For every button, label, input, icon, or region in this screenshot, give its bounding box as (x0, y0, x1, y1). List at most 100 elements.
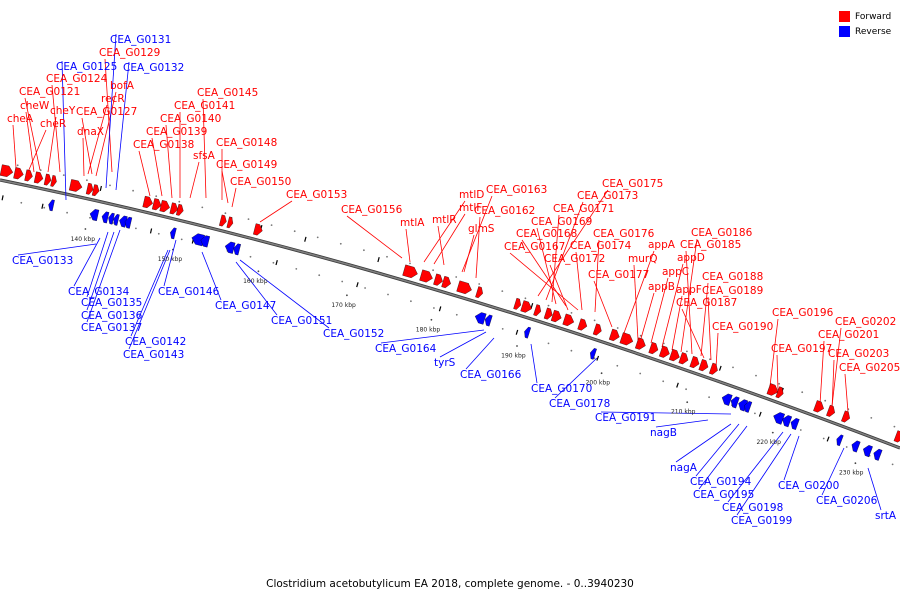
forward-gene (619, 332, 634, 346)
dot (455, 276, 458, 278)
dot (639, 334, 642, 337)
forward-gene-label: CEA_G0124 (46, 73, 108, 85)
leader-line (73, 237, 101, 287)
kbp-tick-label: 220 kbp (756, 439, 781, 446)
forward-gene (577, 318, 588, 331)
forward-gene (813, 400, 824, 413)
leader-line (715, 332, 719, 369)
kbp-tick-label: 180 kbp (416, 326, 441, 333)
dot (686, 401, 689, 404)
strand-tick (515, 329, 519, 335)
forward-gene-label: CEA_G0197 (771, 343, 832, 355)
dot (270, 224, 273, 227)
reverse-gene (113, 214, 120, 226)
leader-line (681, 308, 705, 359)
reverse-gene-label: srtA (875, 510, 897, 522)
leader-line (239, 259, 330, 329)
forward-gene (668, 348, 680, 362)
legend-forward-label: Forward (855, 11, 892, 22)
reverse-gene (233, 243, 241, 256)
forward-gene-label: CEA_G0173 (577, 190, 638, 202)
reverse-gene-label: CEA_G0143 (123, 349, 184, 361)
forward-gene-label: appC (662, 266, 689, 278)
forward-gene-label: CEA_G0167 (504, 241, 565, 253)
leader-line (163, 239, 177, 287)
strand-tick (149, 228, 153, 234)
leader-line (104, 58, 113, 173)
leader-line (27, 129, 47, 173)
leader-line (536, 227, 557, 305)
dot (433, 307, 435, 309)
dot (109, 184, 111, 187)
kbp-tick-label: 160 kbp (243, 278, 268, 285)
reverse-gene (730, 396, 740, 409)
forward-gene-label: dnaX (77, 126, 104, 138)
map-caption: Clostridium acetobutylicum EA 2018, comp… (266, 578, 634, 590)
forward-gene-label: CEA_G0139 (146, 126, 207, 138)
label-leader-lines (12, 33, 882, 516)
dot (771, 431, 774, 434)
forward-gene-label: CEA_G0189 (702, 285, 763, 297)
strand-tick (41, 203, 44, 209)
leader-line (86, 231, 115, 311)
reverse-gene (474, 312, 487, 325)
leader-line (551, 214, 560, 303)
reverse-gene-label: nagB (650, 427, 677, 439)
leader-line (700, 282, 709, 357)
reverse-gene (590, 348, 597, 360)
forward-gene-label: CEA_G0148 (216, 137, 277, 149)
forward-gene-label: murQ (628, 253, 657, 265)
forward-gene-label: cheR (40, 118, 66, 130)
kbp-tick-labels: 140 kbp 150 kbp 160 kbp 170 kbp 180 kbp 190 k… (71, 236, 864, 477)
leader-line (831, 359, 835, 411)
forward-gene-label: CEA_G0187 (676, 297, 737, 309)
dot (824, 399, 827, 402)
leader-line (235, 261, 278, 316)
leader-line (594, 239, 600, 313)
forward-gene (608, 328, 620, 341)
forward-gene-label: CEA_G0203 (828, 348, 889, 360)
forward-gene (893, 430, 900, 443)
dot (16, 164, 19, 167)
leader-line (821, 447, 845, 496)
reverse-gene (851, 440, 861, 453)
forward-gene-label: bofA (110, 80, 135, 92)
reverse-gene-label: CEA_G0166 (460, 369, 522, 381)
dot (84, 228, 87, 230)
forward-gene-label: CEA_G0171 (553, 203, 614, 215)
forward-gene (226, 216, 234, 229)
reverse-gene-label: CEA_G0199 (731, 515, 792, 527)
dot (316, 236, 319, 239)
dot (893, 425, 896, 428)
legend-forward: Forward (839, 9, 891, 24)
strand-tick (377, 257, 380, 263)
reverse-gene (524, 326, 532, 339)
forward-gene (33, 171, 44, 184)
kbp-tick-label: 210 kbp (671, 409, 696, 416)
dot (778, 382, 780, 385)
leader-line (727, 431, 784, 503)
reverse-swatch (839, 26, 850, 37)
forward-gene-label: CEA_G0176 (593, 228, 655, 240)
forward-gene-label: CEA_G0168 (516, 228, 577, 240)
forward-gene (475, 286, 483, 299)
forward-gene-label: appD (677, 252, 705, 264)
forward-gene (513, 297, 522, 310)
strand-tick (304, 236, 307, 242)
leader-line (623, 250, 655, 334)
leader-line (423, 200, 466, 263)
reverse-gene (108, 212, 115, 225)
leader-line (231, 187, 237, 208)
dot (686, 350, 688, 353)
dot (432, 269, 434, 272)
forward-gene-label: CEA_G0156 (341, 204, 403, 216)
strand-tick (676, 382, 679, 388)
reverse-gene-label: CEA_G0142 (125, 336, 186, 348)
reverse-gene-label: CEA_G0178 (549, 398, 610, 410)
dot (386, 255, 388, 258)
dot (455, 313, 458, 316)
dot (247, 218, 250, 221)
leader-line (867, 467, 882, 511)
dot (409, 262, 411, 265)
